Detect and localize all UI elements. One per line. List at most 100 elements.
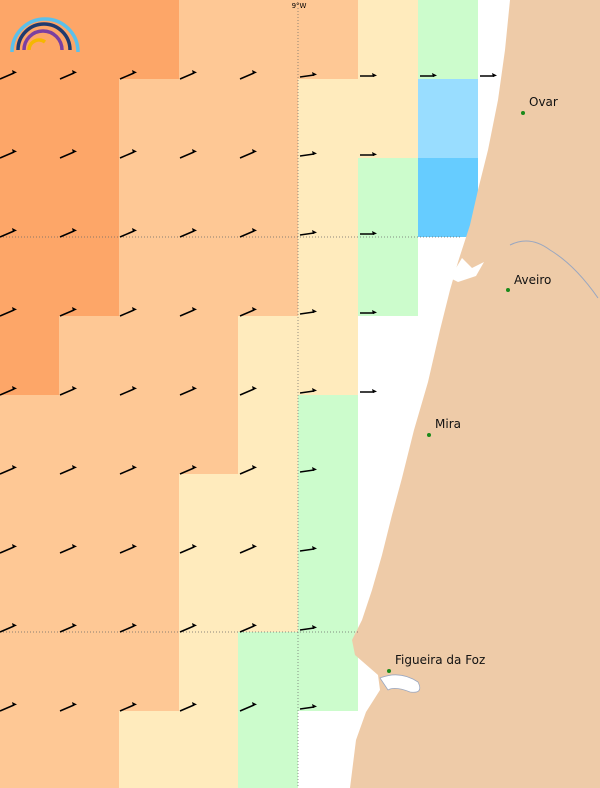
arrow-head [12, 307, 17, 311]
wave-cell [0, 79, 59, 158]
wind-arrow [239, 230, 255, 238]
longitude-label: 9°W [292, 2, 307, 10]
wave-cell [0, 632, 59, 711]
wave-cell [238, 632, 298, 711]
arrow-head [12, 386, 17, 390]
arrow-head [132, 149, 137, 153]
arrow-head [132, 386, 137, 390]
wave-cell [298, 158, 358, 237]
arrow-head [72, 149, 77, 153]
wind-arrow [59, 72, 75, 80]
wind-arrow [0, 388, 15, 396]
wave-cell [59, 158, 119, 237]
wind-arrow [0, 467, 15, 475]
wind-arrow [299, 548, 315, 552]
arrow-head [252, 465, 257, 469]
arrow-head [192, 702, 197, 706]
arrow-head [312, 625, 317, 629]
arrow-head [72, 386, 77, 390]
wind-arrow [299, 390, 315, 394]
wind-arrow [179, 625, 195, 633]
wave-cell [298, 474, 358, 553]
wave-cell [119, 553, 179, 632]
wind-arrow [0, 72, 15, 80]
arrow-head [312, 230, 317, 234]
arrow-head [312, 309, 317, 313]
wave-cell [179, 711, 238, 788]
place-dot [521, 111, 525, 115]
wind-arrow [179, 546, 195, 554]
place-label: Ovar [529, 95, 558, 109]
wind-arrow [59, 151, 75, 159]
arrow-head [12, 465, 17, 469]
wind-arrow [179, 230, 195, 238]
wave-cell [358, 0, 418, 79]
arrow-head [252, 149, 257, 153]
wave-cell [418, 0, 478, 79]
wind-arrow [59, 467, 75, 475]
wave-cell [238, 79, 298, 158]
wind-arrow [299, 627, 315, 631]
lagoon [450, 258, 484, 282]
wave-cell [0, 474, 59, 553]
wave-cell [418, 158, 478, 237]
wind-arrow [179, 388, 195, 396]
wind-arrow [239, 388, 255, 396]
wave-cell [358, 158, 418, 237]
wave-cell [59, 632, 119, 711]
wind-arrow [59, 704, 75, 712]
wave-cell [0, 237, 59, 316]
arrow-head [312, 72, 317, 76]
wave-cell [179, 0, 238, 79]
place-label: Mira [435, 417, 461, 431]
wind-arrow [239, 625, 255, 633]
arrow-head [132, 228, 137, 232]
wind-arrow [179, 704, 195, 712]
wind-arrow [299, 311, 315, 315]
wave-cell [59, 395, 119, 474]
wave-cell [119, 474, 179, 553]
wind-arrow [119, 467, 135, 475]
arrow-head [192, 623, 197, 627]
wind-arrow [239, 72, 255, 80]
wave-cell [298, 237, 358, 316]
place-label: Aveiro [514, 273, 551, 287]
arrow-head [192, 307, 197, 311]
wind-arrow [119, 625, 135, 633]
arrow-head [132, 702, 137, 706]
wave-cell [0, 553, 59, 632]
wave-cell [119, 79, 179, 158]
place-label: Figueira da Foz [395, 653, 485, 667]
arrow-head [132, 70, 137, 74]
wave-cell [298, 316, 358, 395]
wave-cell [119, 158, 179, 237]
place-dot [387, 669, 391, 673]
wave-cell [238, 474, 298, 553]
wave-cell [418, 79, 478, 158]
wind-arrow [299, 74, 315, 78]
wave-cell [0, 0, 59, 79]
wind-arrow [299, 232, 315, 236]
arrow-head [252, 544, 257, 548]
arrow-head [72, 307, 77, 311]
wind-arrow [0, 151, 15, 159]
wind-arrow [119, 309, 135, 317]
wave-cell [298, 395, 358, 474]
wave-cell [238, 158, 298, 237]
arrow-head [252, 70, 257, 74]
arrow-head [132, 465, 137, 469]
wave-cell [59, 711, 119, 788]
arrow-head [372, 310, 377, 314]
wave-cell [59, 553, 119, 632]
arrow-head [372, 389, 377, 393]
wave-cell [179, 474, 238, 553]
wind-arrow [239, 309, 255, 317]
wave-cell [119, 0, 179, 79]
arrow-head [252, 702, 257, 706]
river [509, 240, 599, 299]
wind-arrow [239, 151, 255, 159]
wind-arrow [0, 309, 15, 317]
wave-cell [119, 316, 179, 395]
arrow-head [372, 152, 377, 156]
